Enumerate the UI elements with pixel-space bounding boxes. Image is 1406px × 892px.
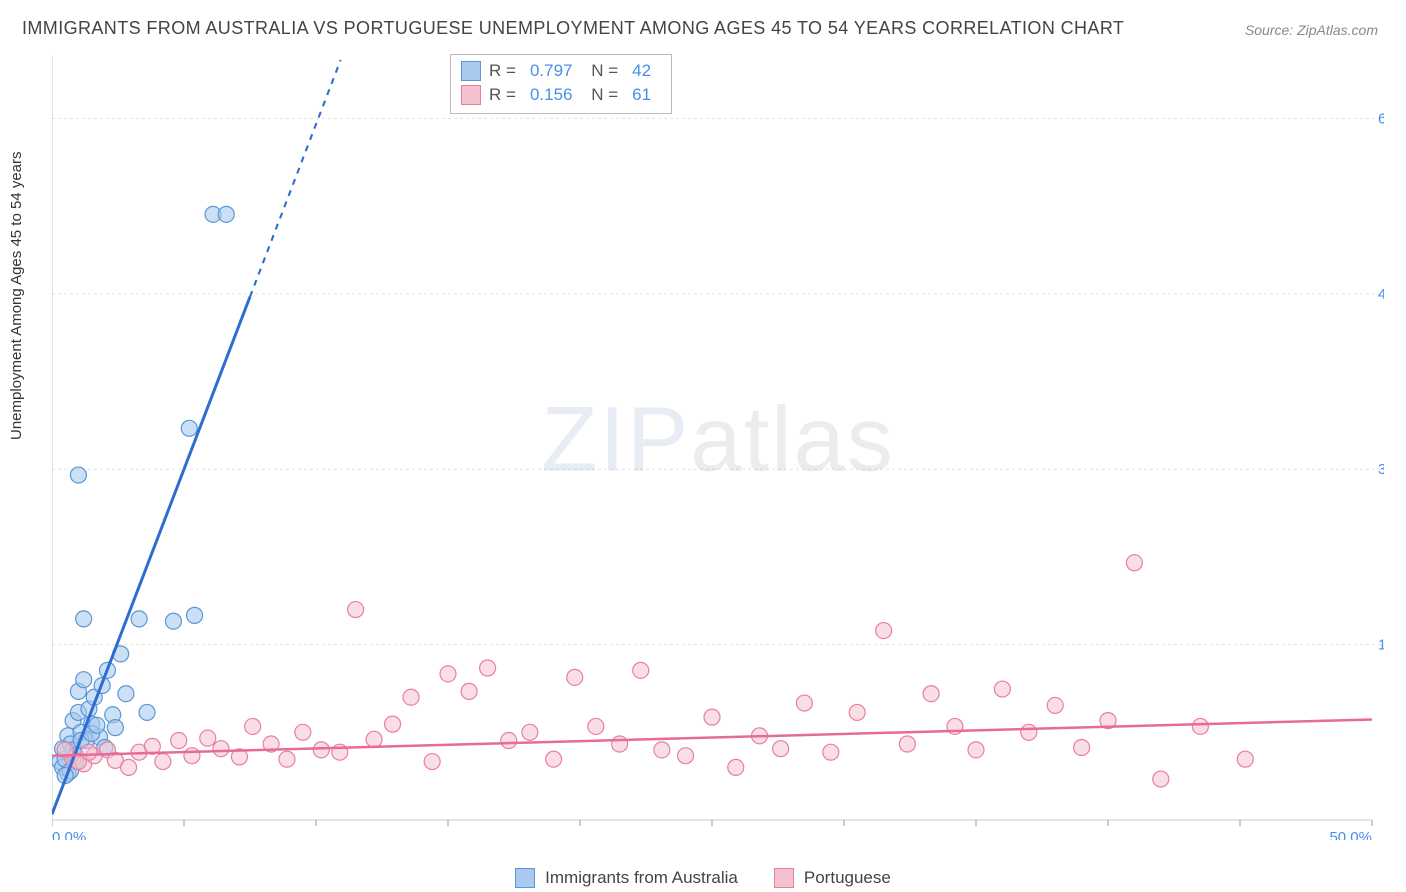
- scatter-point: [118, 686, 134, 702]
- legend-n-label: N =: [586, 61, 618, 81]
- y-tick-label: 30.0%: [1378, 461, 1384, 478]
- scatter-point: [1192, 718, 1208, 734]
- scatter-point: [968, 742, 984, 758]
- legend-n-label: N =: [586, 85, 618, 105]
- scatter-point: [728, 759, 744, 775]
- scatter-point: [187, 607, 203, 623]
- scatter-point: [899, 736, 915, 752]
- scatter-point: [181, 420, 197, 436]
- y-tick-label: 60.0%: [1378, 110, 1384, 127]
- legend-swatch: [774, 868, 794, 888]
- y-axis-label: Unemployment Among Ages 45 to 54 years: [8, 151, 25, 440]
- scatter-point: [1126, 555, 1142, 571]
- scatter-point: [313, 742, 329, 758]
- legend-swatch: [461, 85, 481, 105]
- scatter-point: [923, 686, 939, 702]
- legend-swatch: [461, 61, 481, 81]
- scatter-point: [461, 683, 477, 699]
- chart-area: 15.0%30.0%45.0%60.0%0.0%50.0% ZIPatlas: [52, 50, 1384, 840]
- scatter-point: [1237, 751, 1253, 767]
- y-tick-label: 15.0%: [1378, 637, 1384, 654]
- scatter-point: [546, 751, 562, 767]
- legendend-r-label: R =: [489, 85, 516, 105]
- chart-title: IMMIGRANTS FROM AUSTRALIA VS PORTUGUESE …: [22, 18, 1124, 39]
- scatter-point: [849, 704, 865, 720]
- scatter-point: [155, 754, 171, 770]
- scatter-point: [89, 717, 105, 733]
- x-legend-item: Immigrants from Australia: [515, 868, 738, 888]
- trend-line-dashed: [250, 60, 341, 297]
- scatter-point: [1047, 697, 1063, 713]
- legend-r-value: 0.797: [530, 61, 573, 81]
- scatter-point: [994, 681, 1010, 697]
- scatter-point: [295, 724, 311, 740]
- scatter-point: [522, 724, 538, 740]
- x-legend-label: Immigrants from Australia: [545, 868, 738, 888]
- scatter-point: [76, 611, 92, 627]
- scatter-point: [1021, 724, 1037, 740]
- scatter-point: [76, 672, 92, 688]
- scatter-point: [424, 754, 440, 770]
- scatter-chart-svg: 15.0% 30.0% 45.0% 60.0% 0.0% 50.0%: [52, 50, 1384, 840]
- scatter-point: [139, 704, 155, 720]
- scatter-point: [279, 751, 295, 767]
- legend-swatch: [515, 868, 535, 888]
- scatter-point: [612, 736, 628, 752]
- scatter-point: [678, 748, 694, 764]
- y-tick-label: 45.0%: [1378, 286, 1384, 303]
- stats-legend-row: R = 0.797 N = 42: [461, 59, 657, 83]
- scatter-point: [184, 748, 200, 764]
- stats-legend: R = 0.797 N = 42 R = 0.156 N = 61: [450, 54, 672, 114]
- scatter-point: [121, 759, 137, 775]
- scatter-point: [567, 669, 583, 685]
- scatter-point: [200, 730, 216, 746]
- x-tick-label: 50.0%: [1329, 829, 1372, 840]
- source-credit: Source: ZipAtlas.com: [1245, 22, 1378, 38]
- legend-n-value: 42: [632, 61, 651, 81]
- scatter-point: [385, 716, 401, 732]
- legend-r-value: 0.156: [530, 85, 573, 105]
- trend-line: [52, 297, 250, 814]
- scatter-point: [440, 666, 456, 682]
- x-legend-item: Portuguese: [774, 868, 891, 888]
- scatter-point: [366, 731, 382, 747]
- scatter-point: [1153, 771, 1169, 787]
- scatter-point: [348, 602, 364, 618]
- scatter-point: [131, 611, 147, 627]
- x-legend-label: Portuguese: [804, 868, 891, 888]
- scatter-point: [480, 660, 496, 676]
- scatter-point: [403, 689, 419, 705]
- scatter-point: [704, 709, 720, 725]
- x-tick-label: 0.0%: [52, 829, 86, 840]
- scatter-point: [171, 732, 187, 748]
- legend-n-value: 61: [632, 85, 651, 105]
- scatter-point: [70, 467, 86, 483]
- scatter-point: [773, 741, 789, 757]
- scatter-point: [1074, 740, 1090, 756]
- scatter-point: [796, 695, 812, 711]
- scatter-point: [633, 662, 649, 678]
- scatter-point: [654, 742, 670, 758]
- scatter-point: [876, 623, 892, 639]
- stats-legend-row: R = 0.156 N = 61: [461, 83, 657, 107]
- scatter-point: [823, 744, 839, 760]
- scatter-point: [245, 718, 261, 734]
- legendend-r-label: R =: [489, 61, 516, 81]
- scatter-point: [213, 741, 229, 757]
- scatter-point: [107, 720, 123, 736]
- scatter-point: [81, 744, 97, 760]
- scatter-point: [165, 613, 181, 629]
- scatter-point: [588, 718, 604, 734]
- scatter-point: [501, 732, 517, 748]
- scatter-point: [218, 206, 234, 222]
- x-axis-legend: Immigrants from Australia Portuguese: [0, 868, 1406, 888]
